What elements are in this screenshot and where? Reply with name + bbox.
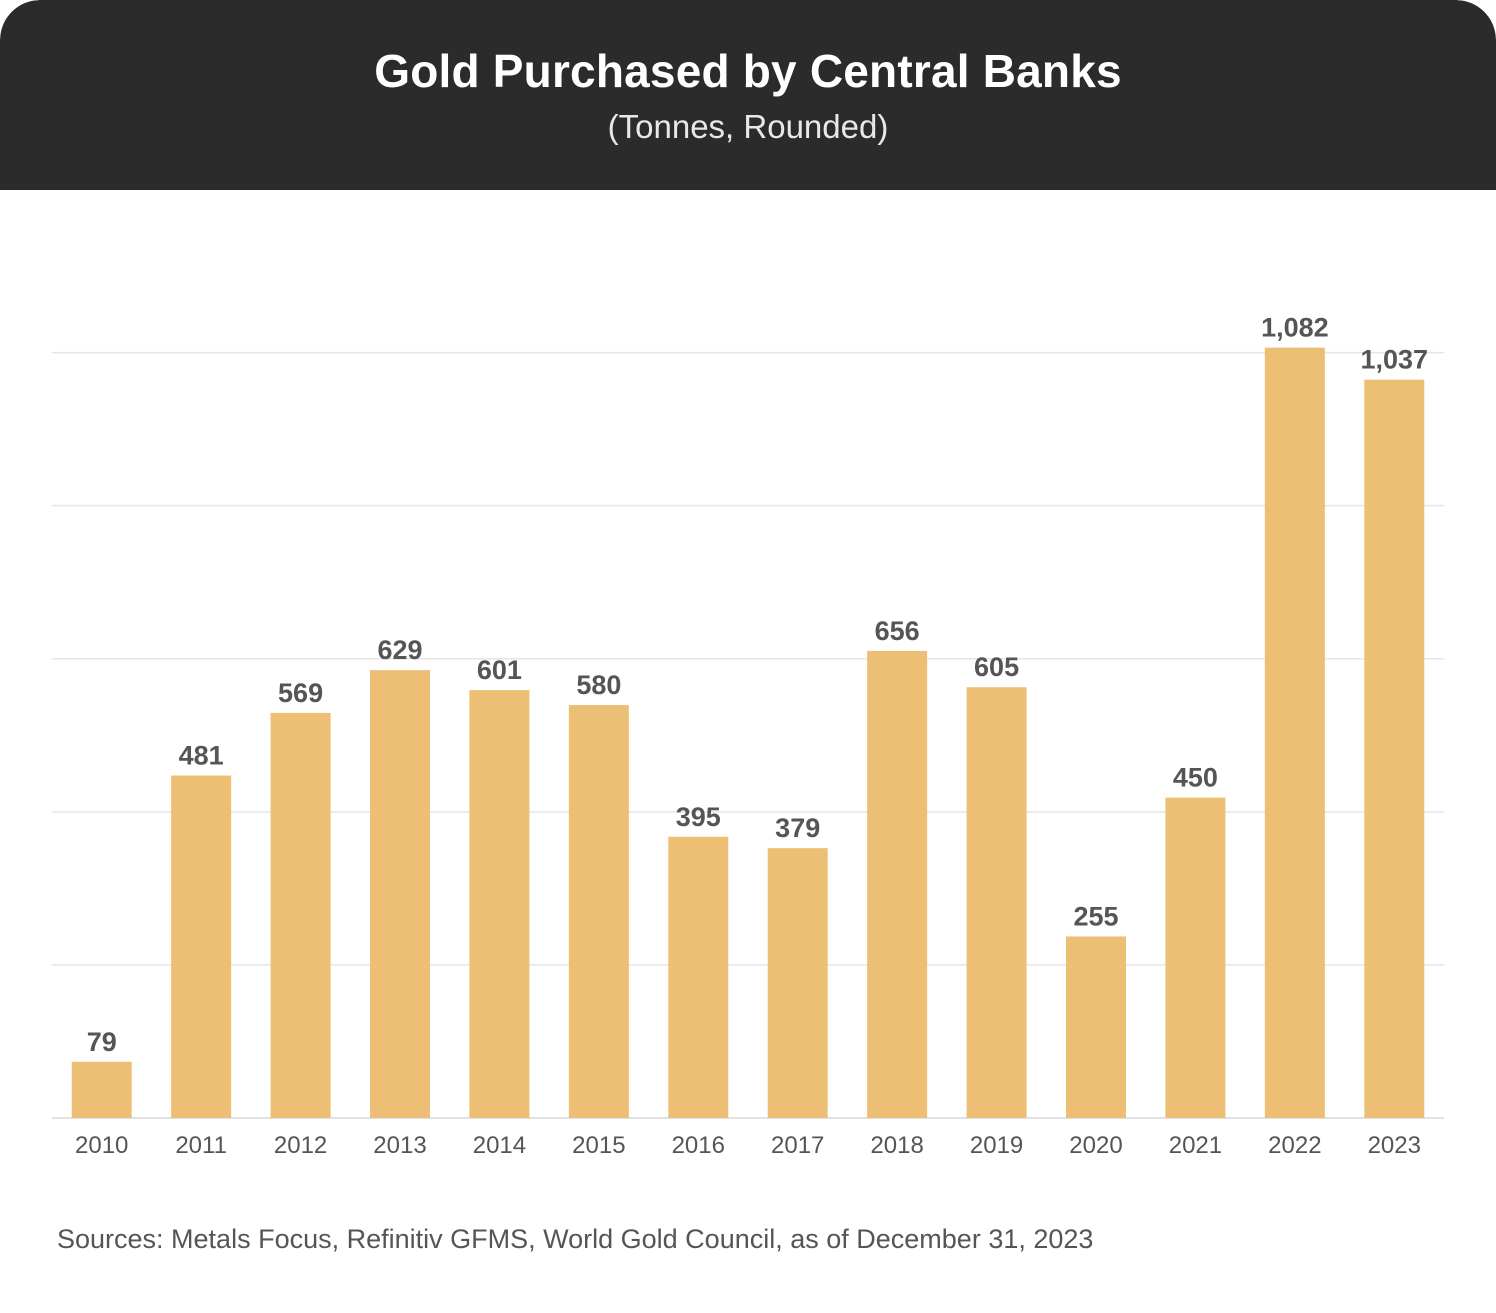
bar <box>966 687 1027 1118</box>
bar <box>370 670 430 1118</box>
data-label: 255 <box>1073 901 1118 931</box>
data-label: 605 <box>974 652 1019 682</box>
x-tick-label: 2011 <box>175 1132 227 1159</box>
data-label: 1,037 <box>1360 345 1428 375</box>
x-tick-label: 2016 <box>672 1132 725 1159</box>
data-label: 601 <box>477 655 522 685</box>
x-tick-label: 2010 <box>75 1132 128 1159</box>
data-label: 79 <box>87 1027 117 1057</box>
x-tick-label: 2018 <box>870 1132 923 1159</box>
bar <box>668 836 729 1118</box>
bar <box>71 1061 132 1118</box>
bar <box>1264 347 1325 1119</box>
bar-chart: 79 2010 481 2011 569 2012 629 2013 601 2014 580 201… <box>52 313 1444 1159</box>
source-note: Sources: Metals Focus, Refinitiv GFMS, W… <box>57 1224 1094 1254</box>
x-tick-label: 2020 <box>1069 1132 1122 1159</box>
x-tick-label: 2019 <box>970 1132 1023 1159</box>
data-label: 379 <box>775 813 820 843</box>
chart-title: Gold Purchased by Central Banks <box>374 45 1122 97</box>
bar <box>568 705 629 1118</box>
x-tick-label: 2015 <box>572 1132 625 1159</box>
data-label: 629 <box>377 635 422 665</box>
bar <box>867 650 928 1118</box>
data-label: 450 <box>1173 763 1218 793</box>
data-label: 569 <box>278 678 323 708</box>
x-tick-label: 2014 <box>473 1132 526 1159</box>
x-tick-label: 2013 <box>373 1132 426 1159</box>
bar <box>469 690 530 1118</box>
x-tick-label: 2021 <box>1169 1132 1222 1159</box>
chart-subtitle: (Tonnes, Rounded) <box>607 108 889 145</box>
bar <box>1364 379 1425 1118</box>
data-label: 656 <box>875 616 920 646</box>
bar <box>171 775 232 1118</box>
bar <box>1066 936 1126 1118</box>
data-label: 395 <box>676 802 721 832</box>
bar <box>1165 797 1226 1118</box>
data-label: 481 <box>179 741 224 771</box>
x-tick-label: 2017 <box>771 1132 824 1159</box>
bar <box>767 848 828 1118</box>
x-tick-label: 2022 <box>1268 1132 1321 1159</box>
x-tick-label: 2012 <box>274 1132 327 1159</box>
bar <box>270 712 331 1118</box>
x-tick-label: 2023 <box>1368 1132 1421 1159</box>
data-label: 1,082 <box>1261 313 1329 343</box>
data-label: 580 <box>576 670 621 700</box>
chart-header: Gold Purchased by Central Banks (Tonnes,… <box>0 0 1496 190</box>
